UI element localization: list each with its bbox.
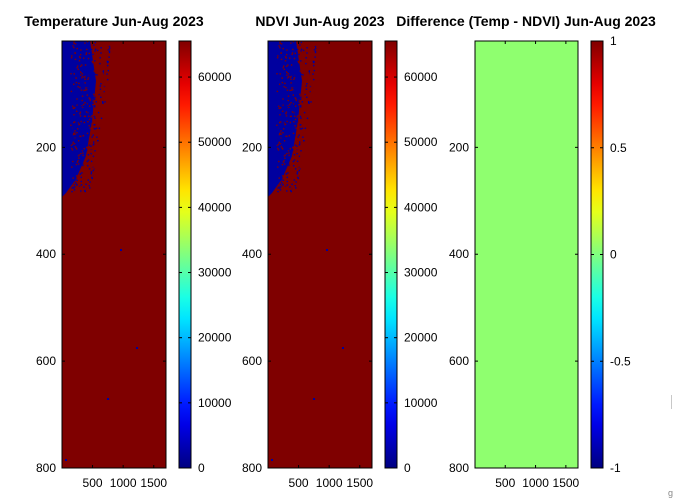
colorbar (384, 40, 398, 469)
panel-1: Temperature Jun-Aug 2023 500 1000 1500 200 40… (24, 13, 231, 490)
window-edge-glyph: g (668, 488, 674, 498)
panel-title: NDVI Jun-Aug 2023 (255, 13, 384, 29)
y-tick-label: 400 (242, 247, 262, 261)
colorbar-tick-label: 30000 (198, 266, 232, 280)
y-tick-label: 600 (242, 354, 262, 368)
panel-3: Difference (Temp - NDVI) Jun-Aug 2023 500… (396, 13, 656, 490)
y-tick-label: 200 (36, 140, 56, 154)
y-tick-label: 400 (36, 247, 56, 261)
heatmap-image (475, 41, 578, 468)
low-value-speckle (271, 41, 344, 461)
panel-2: NDVI Jun-Aug 2023 500 1000 1500 200 400 600 800… (242, 13, 438, 490)
colorbar-tick-label: 0 (610, 248, 617, 262)
y-tick-label: 600 (36, 354, 56, 368)
x-tick-label: 500 (289, 476, 309, 490)
x-tick-label: 1500 (140, 476, 167, 490)
colorbar-tick-label: 1 (610, 34, 617, 48)
colorbar-tick-label: 0 (198, 461, 205, 475)
x-tick-label: 1500 (553, 476, 580, 490)
colorbar-tick-label: 50000 (404, 135, 438, 149)
y-tick-label: 600 (449, 354, 469, 368)
colorbar-tick-label: 60000 (404, 70, 438, 84)
y-tick-label: 800 (242, 461, 262, 475)
x-tick-label: 1000 (522, 476, 549, 490)
colorbar-tick-label: 30000 (404, 266, 438, 280)
colorbar-tick-label: -0.5 (610, 354, 631, 368)
colorbar-tick-label: 40000 (404, 200, 438, 214)
colorbar-tick-label: 60000 (198, 70, 232, 84)
colorbar-tick-label: 40000 (198, 200, 232, 214)
panel-title: Difference (Temp - NDVI) Jun-Aug 2023 (396, 13, 656, 29)
y-tick-label: 200 (242, 140, 262, 154)
y-tick-label: 200 (449, 140, 469, 154)
x-tick-label: 1500 (346, 476, 373, 490)
colorbar-tick-label: 20000 (404, 331, 438, 345)
window-edge-divider (671, 395, 672, 409)
colorbar-tick-label: 20000 (198, 331, 232, 345)
colorbar-tick-label: 0 (404, 461, 411, 475)
colorbar-tick-label: 10000 (198, 396, 232, 410)
colorbar-tick-label: -1 (610, 461, 621, 475)
x-tick-label: 500 (495, 476, 515, 490)
colorbar-tick-label: 0.5 (610, 141, 627, 155)
x-tick-label: 500 (83, 476, 103, 490)
colorbar (178, 40, 192, 469)
y-tick-label: 800 (449, 461, 469, 475)
panel-title: Temperature Jun-Aug 2023 (24, 13, 204, 29)
x-tick-label: 1000 (110, 476, 137, 490)
y-tick-label: 800 (36, 461, 56, 475)
x-tick-label: 1000 (316, 476, 343, 490)
y-tick-label: 400 (449, 247, 469, 261)
colorbar-tick-label: 50000 (198, 135, 232, 149)
colorbar-tick-label: 10000 (404, 396, 438, 410)
low-value-speckle (65, 41, 138, 461)
